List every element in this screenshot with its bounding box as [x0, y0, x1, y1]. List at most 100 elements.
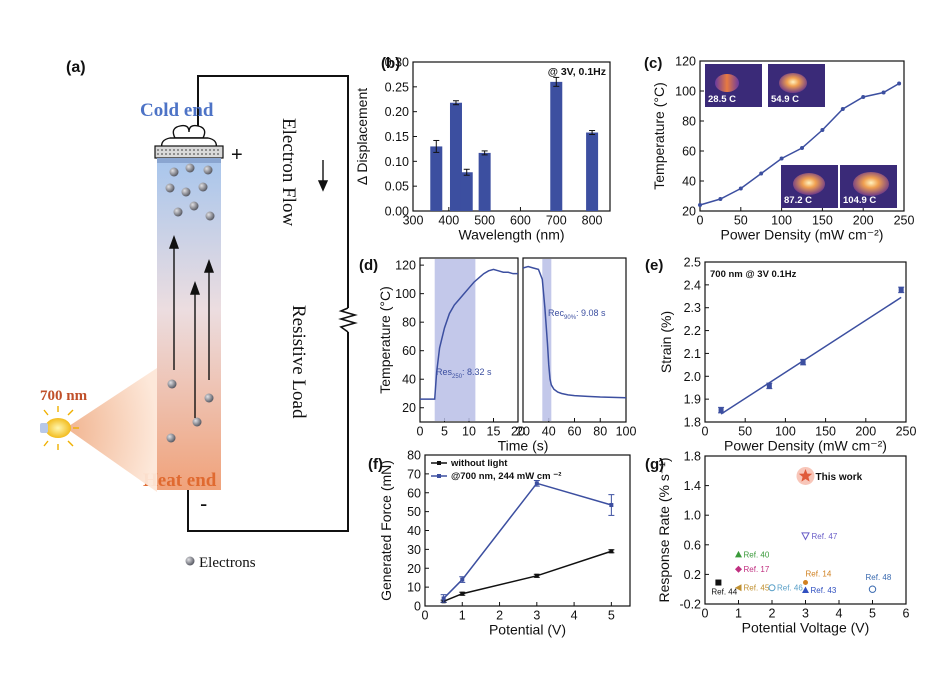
resistor-icon: [338, 307, 358, 333]
y-tick-label: 1.0: [684, 509, 701, 523]
wavelength-label: 700 nm: [40, 388, 88, 404]
data-point: [698, 203, 702, 207]
marker-diamond: [735, 565, 742, 573]
y-tick-label: 80: [407, 449, 421, 463]
hot-spot: [853, 172, 889, 196]
x-tick-label: 400: [438, 214, 459, 228]
marker-circle: [768, 584, 776, 592]
electron-dot-icon: [203, 165, 213, 175]
y-tick-label: 0.10: [385, 155, 409, 169]
schematic-panel: (a) Cold end Heat end + -: [40, 59, 358, 571]
x-axis-label: Power Density (mW cm⁻²): [724, 438, 887, 454]
recovery-time-value: : 9.08 s: [576, 308, 606, 318]
x-tick-label: 4: [571, 609, 578, 623]
bar: [449, 102, 462, 211]
y-tick-label: 0.20: [385, 105, 409, 119]
minus-sign: -: [200, 491, 207, 516]
point-label: Ref. 44: [711, 588, 737, 597]
heat-end-label: Heat end: [143, 470, 217, 491]
chart-d2: 20 40 60 80 100 Rec90%: 9.08 s: [516, 257, 636, 439]
y-tick-label: 60: [682, 145, 696, 159]
x-tick-label: 300: [403, 214, 424, 228]
x-axis-label: Time (s): [498, 438, 549, 454]
y-tick-label: 2.3: [684, 301, 701, 315]
x-tick-label: 15: [487, 425, 501, 439]
chart-annotation: 700 nm @ 3V 0.1Hz: [710, 269, 797, 280]
electron-dot-icon: [166, 433, 176, 443]
y-tick-label: 0.30: [385, 56, 409, 70]
x-tick-label: 20: [516, 425, 530, 439]
series-line: [443, 550, 612, 602]
y-tick-label: 2.0: [684, 370, 701, 384]
point-label: Ref. 45: [744, 584, 770, 593]
x-axis-label: Potential Voltage (V): [742, 620, 870, 636]
y-tick-label: 100: [675, 85, 696, 99]
response-time-value: : 8.32 s: [462, 367, 492, 377]
electron-dot-icon: [189, 201, 199, 211]
marker-star: [798, 469, 813, 482]
legend-marker: [437, 461, 441, 465]
x-tick-label: 50: [738, 425, 752, 439]
x-tick-label: 1: [459, 609, 466, 623]
resistive-load-label: Resistive Load: [288, 305, 309, 419]
electrode-cap: [154, 124, 224, 163]
y-tick-label: 2.5: [684, 256, 701, 270]
x-tick-label: 250: [894, 214, 915, 228]
x-tick-label: 0: [702, 425, 709, 439]
y-axis-label: Response Rate (% s⁻¹): [656, 457, 672, 602]
x-tick-label: 3: [533, 609, 540, 623]
thermal-inset: 104.9 C: [840, 165, 897, 208]
light-bulb-icon: [40, 406, 79, 450]
panel-label: (f): [368, 456, 383, 473]
electron-flow-label: Electron Flow: [278, 118, 299, 226]
y-tick-label: 120: [395, 259, 416, 273]
x-tick-label: 100: [775, 425, 796, 439]
y-tick-label: 60: [407, 486, 421, 500]
marker-triangle: [802, 586, 809, 593]
arrow-down-icon: [317, 160, 329, 192]
y-axis-label: Temperature (°C): [651, 82, 667, 190]
x-tick-label: 2: [769, 607, 776, 621]
point-label: This work: [816, 472, 863, 483]
recovery-time-subscript: 90%: [564, 315, 577, 321]
point-label: Ref. 48: [866, 573, 892, 582]
marker-square: [715, 579, 722, 586]
y-tick-label: 0.00: [385, 205, 409, 219]
y-tick-label: 20: [407, 562, 421, 576]
bar: [460, 172, 473, 211]
x-tick-label: 5: [441, 425, 448, 439]
y-tick-label: 50: [407, 505, 421, 519]
arrow-up-icon: [169, 234, 214, 418]
data-point: [759, 171, 764, 176]
data-point: [718, 197, 723, 201]
electron-dot-icon: [185, 163, 195, 173]
x-tick-label: 0: [702, 607, 709, 621]
y-tick-label: 30: [407, 543, 421, 557]
thermal-label: 54.9 C: [771, 94, 799, 105]
panel-label: (b): [381, 55, 400, 72]
x-tick-label: 2: [496, 609, 503, 623]
data-point: [881, 90, 886, 95]
chart-panels: 300 400 500 600 700 8000.000.050.100.150.200.…: [354, 55, 916, 638]
marker-dot: [803, 580, 808, 586]
point-label: Ref. 46: [777, 584, 803, 593]
x-tick-label: 500: [474, 214, 495, 228]
recovery-time-label: Rec90%: 9.08 s: [548, 308, 606, 321]
marker-triangle: [735, 584, 742, 592]
electron-dot-icon: [181, 187, 191, 197]
data-point: [897, 81, 902, 86]
x-tick-label: 60: [568, 425, 582, 439]
y-tick-label: 40: [402, 373, 416, 387]
chart-e: 0 50 100 150 200 250 1.8 1.9 2.0 2.1 2.2 2.3 2.4 2.5 P…: [645, 256, 916, 454]
x-tick-label: 200: [855, 425, 876, 439]
thermal-label: 104.9 C: [843, 195, 876, 206]
x-tick-label: 4: [836, 607, 843, 621]
x-tick-label: 150: [815, 425, 836, 439]
series-line: [522, 265, 627, 399]
cold-end-label: Cold end: [140, 100, 214, 121]
y-axis-label: Δ Displacement: [354, 88, 370, 185]
y-tick-label: 0.05: [385, 180, 409, 194]
electron-dot-icon: [192, 417, 202, 427]
y-tick-label: 1.8: [684, 416, 701, 430]
